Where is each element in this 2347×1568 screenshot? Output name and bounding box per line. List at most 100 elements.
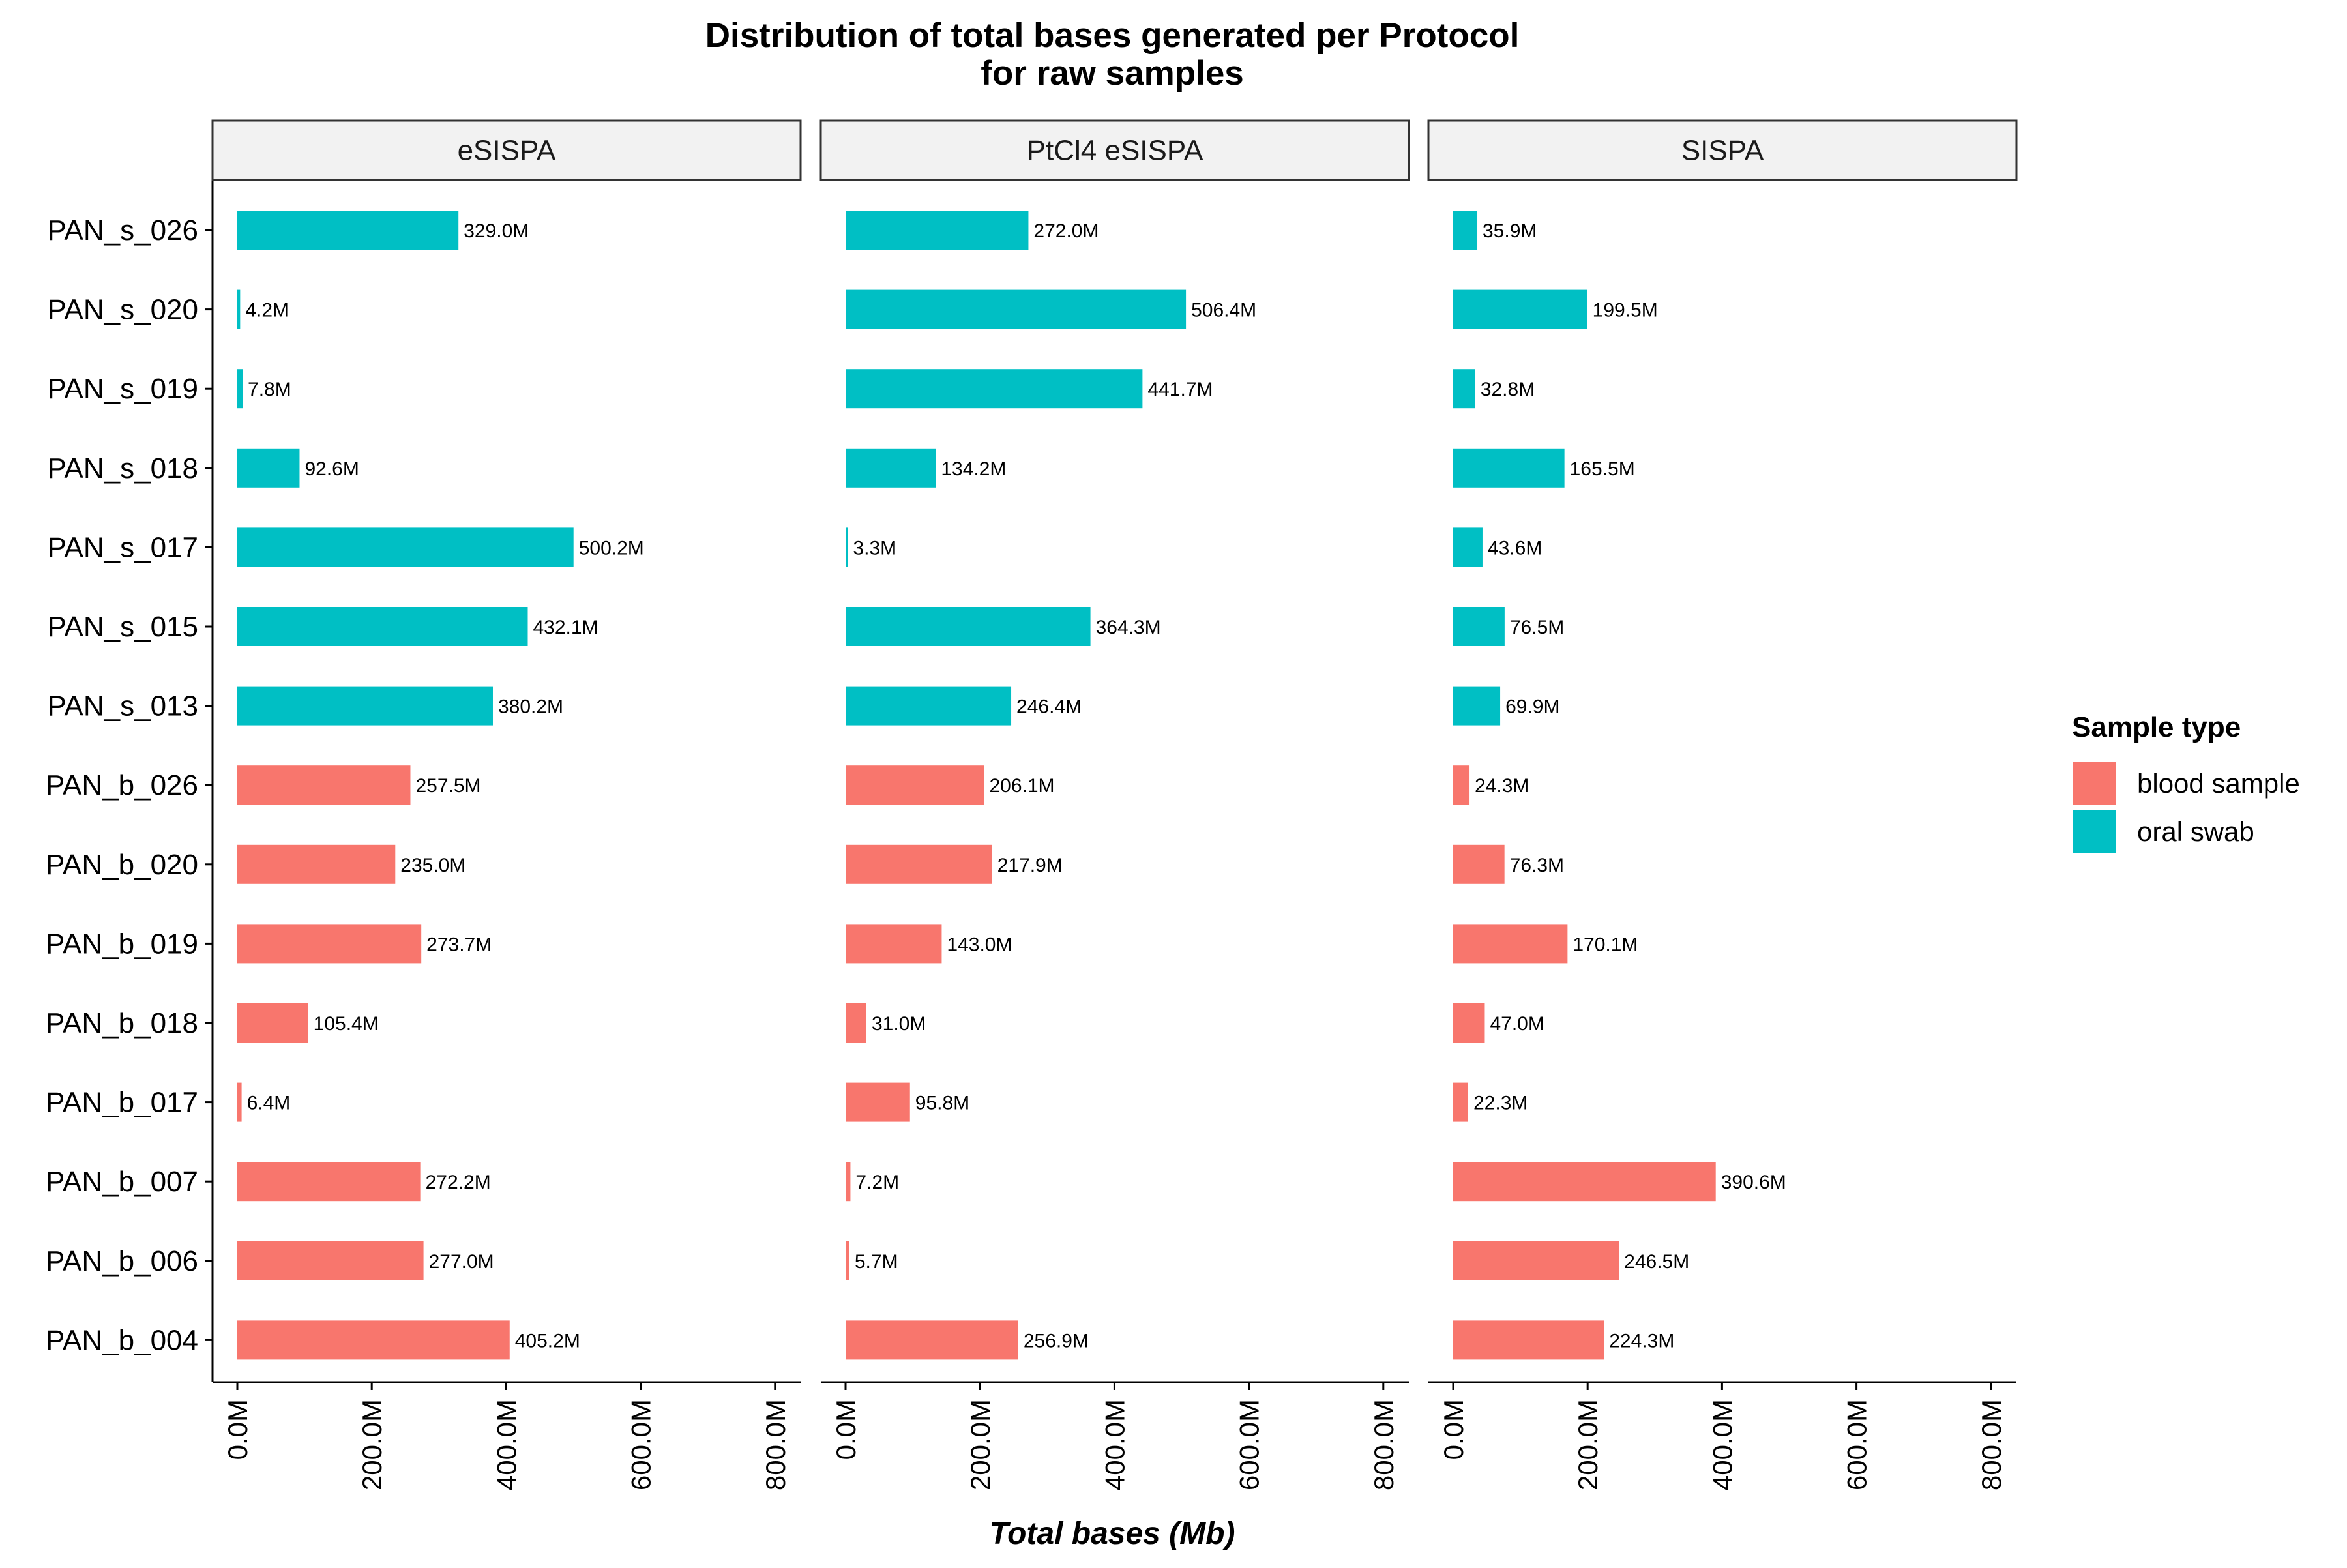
bar-esispa-pan-b-004 [237,1320,510,1360]
bar-sispa-pan-b-026 [1453,765,1470,805]
x-tick-label-esispa-3: 600.0M [626,1399,657,1490]
x-tick-label-esispa-4: 800.0M [760,1399,791,1490]
value-label-ptcl4-esispa-pan-b-017: 95.8M [915,1093,969,1114]
bar-ptcl4-esispa-pan-s-019 [846,369,1143,409]
x-tick-label-ptcl4-esispa-4: 800.0M [1368,1399,1399,1490]
y-tick-label-pan-b-006: PAN_b_006 [46,1245,198,1277]
strip-esispa [211,119,802,181]
bar-ptcl4-esispa-pan-b-007 [846,1162,851,1202]
y-tick-label-pan-s-017: PAN_s_017 [47,531,198,563]
bar-ptcl4-esispa-pan-b-017 [846,1082,910,1122]
bar-sispa-pan-s-019 [1453,369,1475,409]
bar-ptcl4-esispa-pan-s-026 [846,211,1029,250]
bar-esispa-pan-b-026 [237,765,411,805]
bar-sispa-pan-b-017 [1453,1082,1468,1122]
bar-sispa-pan-b-006 [1453,1241,1619,1280]
legend-label-oral-swab: oral swab [2137,816,2254,847]
value-label-esispa-pan-s-019: 7.8M [248,379,291,400]
value-label-sispa-pan-s-013: 69.9M [1505,696,1559,718]
value-label-sispa-pan-b-006: 246.5M [1624,1251,1689,1273]
value-label-esispa-pan-s-018: 92.6M [304,458,359,480]
value-label-sispa-pan-b-020: 76.3M [1510,855,1564,876]
value-label-esispa-pan-b-026: 257.5M [415,775,480,797]
bar-ptcl4-esispa-pan-s-020 [846,289,1187,329]
value-label-sispa-pan-s-020: 199.5M [1593,300,1658,321]
value-label-sispa-pan-s-026: 35.9M [1483,220,1537,242]
value-label-sispa-pan-b-004: 224.3M [1609,1330,1674,1352]
value-label-ptcl4-esispa-pan-b-019: 143.0M [947,934,1012,955]
value-label-esispa-pan-s-013: 380.2M [498,696,563,718]
value-label-esispa-pan-b-018: 105.4M [314,1013,379,1035]
x-tick-label-ptcl4-esispa-1: 200.0M [965,1399,996,1490]
strip-label-sispa: SISPA [1681,135,1764,167]
value-label-sispa-pan-b-018: 47.0M [1490,1013,1544,1035]
chart-title: Distribution of total bases generated pe… [705,16,1520,93]
bar-sispa-pan-b-018 [1453,1003,1485,1043]
bar-sispa-pan-b-007 [1453,1162,1716,1202]
y-tick-label-pan-s-019: PAN_s_019 [47,373,198,405]
bar-esispa-pan-s-020 [237,289,241,329]
value-label-esispa-pan-s-020: 4.2M [245,300,289,321]
value-label-sispa-pan-b-017: 22.3M [1473,1093,1528,1114]
bar-esispa-pan-s-018 [237,448,300,488]
x-tick-label-sispa-4: 800.0M [1976,1399,2007,1490]
bar-ptcl4-esispa-pan-s-018 [846,448,936,488]
x-tick-label-sispa-3: 600.0M [1842,1399,1872,1490]
bar-esispa-pan-b-007 [237,1162,421,1202]
value-label-esispa-pan-s-017: 500.2M [579,537,644,559]
bar-sispa-pan-s-026 [1453,211,1478,250]
value-label-ptcl4-esispa-pan-s-019: 441.7M [1147,379,1213,400]
value-label-esispa-pan-b-017: 6.4M [247,1093,291,1114]
value-label-ptcl4-esispa-pan-s-013: 246.4M [1016,696,1082,718]
value-label-ptcl4-esispa-pan-s-018: 134.2M [941,458,1006,480]
bar-esispa-pan-b-017 [237,1082,242,1122]
bar-sispa-pan-s-017 [1453,527,1483,567]
bar-esispa-pan-s-026 [237,211,459,250]
value-label-ptcl4-esispa-pan-b-020: 217.9M [997,855,1063,876]
x-tick-label-sispa-2: 400.0M [1707,1399,1737,1490]
bar-sispa-pan-s-013 [1453,686,1501,726]
bar-esispa-pan-s-017 [237,527,574,567]
value-label-esispa-pan-b-007: 272.2M [426,1172,491,1193]
legend-label-blood-sample: blood sample [2137,768,2300,799]
strip-ptcl4-esispa [819,119,1410,181]
bar-sispa-pan-b-004 [1453,1320,1604,1360]
x-tick-label-sispa-1: 200.0M [1572,1399,1603,1490]
value-label-ptcl4-esispa-pan-b-026: 206.1M [989,775,1054,797]
bar-esispa-pan-s-019 [237,369,243,409]
y-tick-label-pan-s-026: PAN_s_026 [47,214,198,246]
x-tick-label-esispa-0: 0.0M [222,1399,253,1460]
bar-ptcl4-esispa-pan-s-017 [846,527,848,567]
value-label-sispa-pan-s-018: 165.5M [1570,458,1635,480]
strip-label-esispa: eSISPA [458,135,556,167]
value-label-ptcl4-esispa-pan-s-015: 364.3M [1096,617,1161,638]
value-label-ptcl4-esispa-pan-b-007: 7.2M [855,1172,899,1193]
value-label-ptcl4-esispa-pan-b-006: 5.7M [855,1251,898,1273]
value-label-esispa-pan-b-019: 273.7M [426,934,492,955]
bar-esispa-pan-b-018 [237,1003,308,1043]
bar-ptcl4-esispa-pan-s-015 [846,607,1091,646]
y-tick-label-pan-b-017: PAN_b_017 [46,1087,198,1119]
y-tick-label-pan-s-015: PAN_s_015 [47,611,198,643]
value-label-esispa-pan-b-004: 405.2M [515,1330,580,1352]
value-label-esispa-pan-b-006: 277.0M [429,1251,494,1273]
x-tick-label-ptcl4-esispa-2: 400.0M [1099,1399,1130,1490]
value-label-esispa-pan-b-020: 235.0M [400,855,465,876]
x-tick-label-ptcl4-esispa-3: 600.0M [1234,1399,1265,1490]
y-tick-label-pan-b-007: PAN_b_007 [46,1166,198,1198]
value-label-sispa-pan-s-017: 43.6M [1488,537,1542,559]
value-label-sispa-pan-s-019: 32.8M [1481,379,1535,400]
y-tick-label-pan-s-018: PAN_s_018 [47,452,198,484]
y-tick-label-pan-b-004: PAN_b_004 [46,1324,198,1356]
value-label-sispa-pan-b-026: 24.3M [1475,775,1529,797]
bar-ptcl4-esispa-pan-b-004 [846,1320,1018,1360]
bar-ptcl4-esispa-pan-s-013 [846,686,1012,726]
x-tick-label-esispa-1: 200.0M [357,1399,387,1490]
strip-label-ptcl4-esispa: PtCl4 eSISPA [1027,135,1203,167]
value-label-ptcl4-esispa-pan-s-020: 506.4M [1191,300,1256,321]
y-tick-label-pan-b-020: PAN_b_020 [46,849,198,881]
bar-ptcl4-esispa-pan-b-020 [846,844,992,884]
bar-sispa-pan-b-020 [1453,844,1505,884]
